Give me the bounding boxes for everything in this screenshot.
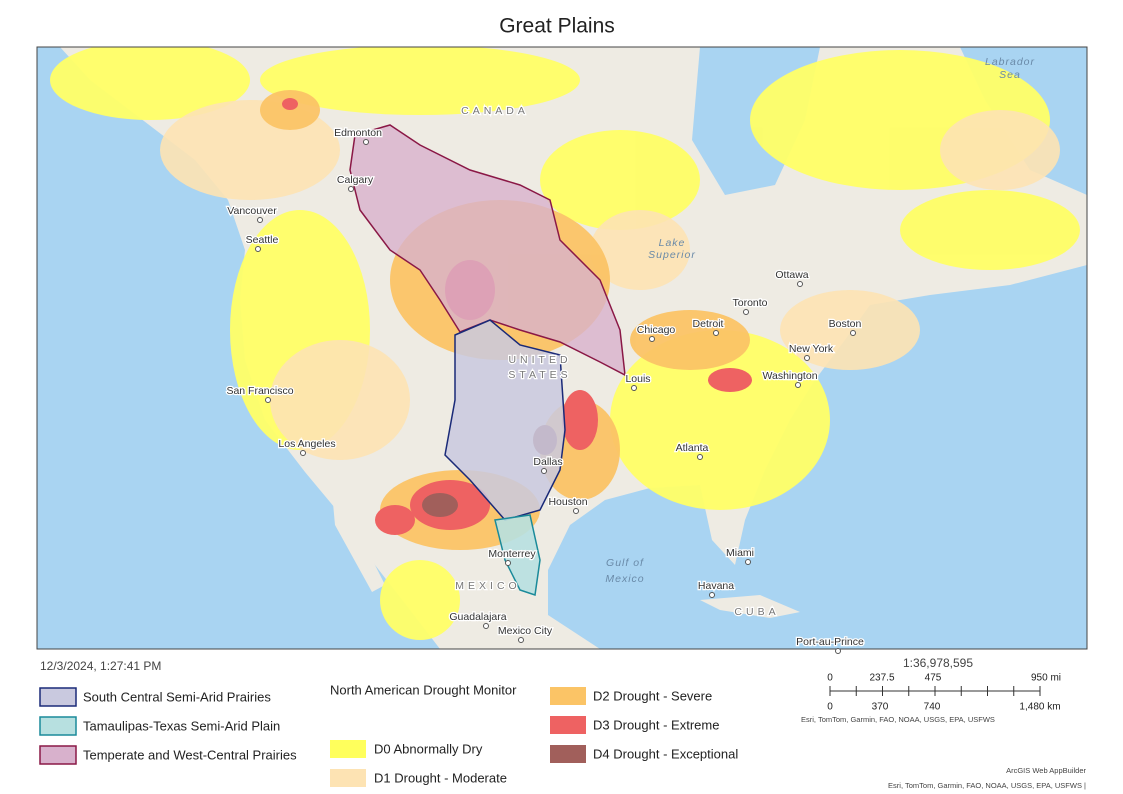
legend-label: D0 Abnormally Dry: [374, 741, 483, 756]
legend-swatch: [550, 716, 586, 734]
legend-label: D2 Drought - Severe: [593, 688, 712, 703]
city-dot: [483, 623, 489, 629]
scale-label: 0: [827, 702, 833, 713]
map-label: Lake: [659, 237, 686, 249]
map-label: Superior: [648, 249, 696, 261]
map-label: STATES: [508, 369, 571, 381]
legend-swatch: [330, 740, 366, 758]
city-dot: [795, 382, 801, 388]
scale-label: 0: [827, 673, 833, 684]
city-dot: [745, 559, 751, 565]
city-dot: [835, 648, 841, 654]
title: Great Plains: [499, 15, 615, 38]
footer-attribution: Esri, TomTom, Garmin, FAO, NOAA, USGS, E…: [888, 781, 1086, 790]
map-label: Guadalajara: [449, 611, 506, 623]
map-label: Dallas: [533, 456, 562, 468]
city-dot: [255, 246, 261, 252]
map-label: Toronto: [732, 297, 767, 309]
map-label: CUBA: [734, 606, 779, 618]
city-dot: [804, 355, 810, 361]
legend-label: South Central Semi-Arid Prairies: [83, 689, 271, 704]
map-label: Port-au-Prince: [796, 636, 864, 648]
city-dot: [709, 592, 715, 598]
map-label: Monterrey: [488, 548, 536, 560]
map-label: Gulf of: [606, 557, 644, 569]
city-dot: [713, 330, 719, 336]
city-dot: [573, 508, 579, 514]
city-dot: [697, 454, 703, 460]
map-label: Labrador: [985, 56, 1035, 68]
map-label: Miami: [726, 547, 754, 559]
map-label: Boston: [829, 318, 862, 330]
legend-label: D1 Drought - Moderate: [374, 770, 507, 785]
scale-label: 740: [924, 702, 941, 713]
scale-label: 950 mi: [1031, 673, 1061, 684]
map-label: New York: [789, 343, 834, 355]
legend-swatch: [39, 687, 77, 707]
city-dot: [743, 309, 749, 315]
attribution: Esri, TomTom, Garmin, FAO, NOAA, USGS, E…: [801, 715, 995, 724]
legend-swatch: [550, 745, 586, 763]
legend-label: Temperate and West-Central Prairies: [83, 747, 297, 762]
map-label: Chicago: [637, 324, 676, 336]
map-label: San Francisco: [226, 385, 293, 397]
map-frame: [36, 46, 1088, 650]
map-label: Washington: [762, 370, 817, 382]
city-dot: [363, 139, 369, 145]
legend-swatch: [550, 687, 586, 705]
city-dot: [541, 468, 547, 474]
legend-label: D4 Drought - Exceptional: [593, 746, 738, 761]
legend-swatch: [330, 769, 366, 787]
legend-swatch: [39, 745, 77, 765]
legend-label: Tamaulipas-Texas Semi-Arid Plain: [83, 718, 280, 733]
legend-swatch: [39, 716, 77, 736]
city-dot: [300, 450, 306, 456]
city-dot: [518, 637, 524, 643]
map-label: CANADA: [461, 105, 529, 117]
map-label: Louis: [625, 373, 650, 385]
map-label: Calgary: [337, 174, 374, 186]
footer-builder: ArcGIS Web AppBuilder: [1006, 766, 1086, 775]
map: [37, 47, 1087, 649]
legend-label: D3 Drought - Extreme: [593, 717, 719, 732]
map-label: Ottawa: [775, 269, 808, 281]
scale-ratio: 1:36,978,595: [903, 656, 973, 670]
map-label: Havana: [698, 580, 734, 592]
map-label: Detroit: [693, 318, 724, 330]
map-label: Edmonton: [334, 127, 382, 139]
city-dot: [265, 397, 271, 403]
scale-label: 475: [925, 673, 942, 684]
city-dot: [348, 186, 354, 192]
map-label: Vancouver: [227, 205, 277, 217]
city-dot: [649, 336, 655, 342]
city-dot: [797, 281, 803, 287]
city-dot: [505, 560, 511, 566]
map-label: UNITED: [508, 354, 571, 366]
map-label: Mexico City: [498, 625, 553, 637]
city-dot: [257, 217, 263, 223]
timestamp: 12/3/2024, 1:27:41 PM: [40, 659, 161, 673]
city-dot: [631, 385, 637, 391]
scale-label: 1,480 km: [1019, 702, 1060, 713]
map-label: Los Angeles: [278, 438, 335, 450]
scale-label: 237.5: [869, 673, 894, 684]
map-label: Sea: [999, 69, 1021, 81]
map-label: MEXICO: [455, 580, 520, 592]
map-label: Seattle: [246, 234, 279, 246]
map-label: Houston: [548, 496, 587, 508]
map-label: Mexico: [605, 573, 644, 585]
city-dot: [850, 330, 856, 336]
map-label: Atlanta: [676, 442, 709, 454]
legend-title: North American Drought Monitor: [330, 682, 517, 697]
scale-label: 370: [872, 702, 889, 713]
